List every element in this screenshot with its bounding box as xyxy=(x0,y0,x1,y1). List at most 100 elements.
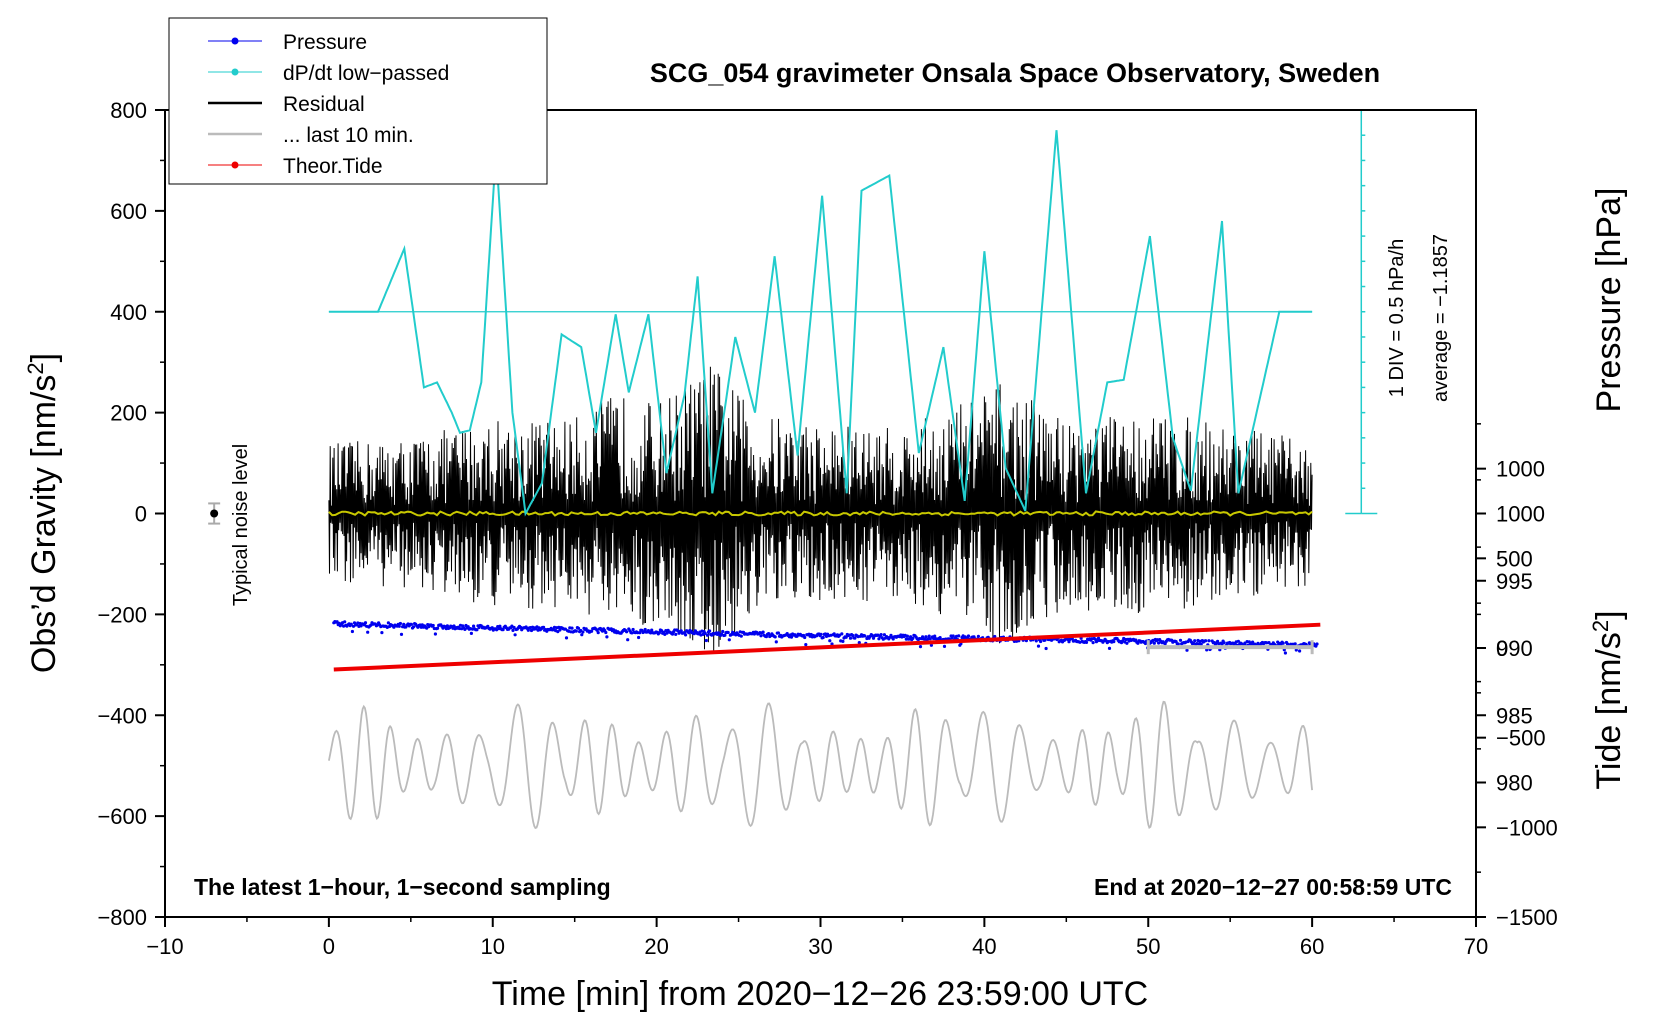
x-tick-label: 30 xyxy=(808,934,832,959)
tide-axis-label-end: ] xyxy=(1590,610,1628,619)
pressure-point xyxy=(445,624,449,628)
pressure-point xyxy=(1112,640,1116,644)
pressure-point xyxy=(1293,642,1297,646)
legend-marker xyxy=(231,161,239,169)
y-tick-label: 800 xyxy=(110,98,147,123)
tide-tick-label: 0 xyxy=(1496,636,1508,661)
pressure-point xyxy=(776,631,781,635)
pressure-point xyxy=(558,628,562,632)
pressure-point xyxy=(759,634,763,638)
y-tick-label: −800 xyxy=(97,905,147,930)
pressure-point xyxy=(739,634,743,638)
data-layer xyxy=(208,109,1378,830)
pressure-axis-label: Pressure [hPa] xyxy=(1590,188,1628,413)
pressure-point xyxy=(1125,641,1129,645)
x-tick-label: 0 xyxy=(323,934,335,959)
tide-axis-label-main: Tide [nm/s xyxy=(1590,632,1628,789)
pressure-point xyxy=(684,633,688,637)
pressure-point xyxy=(1091,641,1095,645)
pressure-point xyxy=(1207,639,1211,643)
pressure-point xyxy=(1039,639,1043,644)
pressure-point xyxy=(498,624,502,628)
pressure-point xyxy=(882,633,887,637)
pressure-point xyxy=(411,625,416,629)
y-tick-label: −400 xyxy=(97,703,147,728)
pressure-point xyxy=(1178,638,1183,642)
pressure-point xyxy=(723,633,727,637)
x-tick-label: 40 xyxy=(972,934,996,959)
pressure-point xyxy=(563,627,568,631)
pressure-point xyxy=(386,621,390,625)
pressure-point xyxy=(512,625,516,630)
pressure-point xyxy=(721,629,725,634)
x-tick-label: 60 xyxy=(1300,934,1324,959)
pressure-point xyxy=(399,632,404,637)
pressure-point xyxy=(604,630,608,635)
tide-tick-label: −500 xyxy=(1496,726,1546,751)
pressure-point xyxy=(911,636,915,641)
pressure-point xyxy=(1043,638,1047,642)
pressure-point xyxy=(1185,648,1189,652)
tide-tick-label: −1000 xyxy=(1496,815,1558,840)
pressure-tick-label: 980 xyxy=(1496,771,1533,796)
pressure-point xyxy=(659,629,664,633)
pressure-tick-label: 990 xyxy=(1496,636,1533,661)
legend-label: Theor.Tide xyxy=(283,155,383,178)
pressure-point xyxy=(828,639,832,643)
pressure-point xyxy=(511,628,515,633)
pressure-point xyxy=(576,626,581,630)
pressure-tick-label: 995 xyxy=(1496,569,1533,594)
legend-marker xyxy=(231,37,239,45)
legend: Pressure dP/dt low−passed Residual ... last… xyxy=(168,17,548,185)
pressure-point xyxy=(542,625,546,629)
pressure-point xyxy=(1281,641,1285,645)
pressure-point xyxy=(472,624,476,628)
y-tick-label: −600 xyxy=(97,804,147,829)
pressure-point xyxy=(1036,644,1041,648)
pressure-point xyxy=(466,625,470,629)
pressure-point xyxy=(705,633,710,637)
pressure-point xyxy=(819,632,823,636)
y-axis-label-sup: 2 xyxy=(23,362,48,374)
pressure-point xyxy=(803,635,807,640)
pressure-point xyxy=(804,643,808,647)
pressure-point xyxy=(909,635,913,639)
pressure-point xyxy=(929,643,934,647)
pressure-point xyxy=(596,631,600,635)
pressure-point xyxy=(863,634,867,638)
legend-label: ... last 10 min. xyxy=(283,124,414,147)
x-axis-label: Time [min] from 2020−12−26 23:59:00 UTC xyxy=(492,975,1148,1013)
pressure-point xyxy=(452,624,456,628)
pressure-point xyxy=(767,632,771,636)
pressure-point xyxy=(821,635,825,640)
x-tick-label: 20 xyxy=(644,934,668,959)
legend-label: Residual xyxy=(283,93,365,116)
residual-series xyxy=(328,366,1313,654)
y-axis-label: Obs’d Gravity [nm/s2] xyxy=(23,353,63,673)
pressure-point xyxy=(650,628,654,632)
pressure-point xyxy=(638,631,642,635)
pressure-point xyxy=(1157,641,1161,645)
pressure-point xyxy=(574,629,578,633)
pressure-point xyxy=(877,637,881,641)
pressure-point xyxy=(1176,642,1180,646)
legend-box xyxy=(168,17,548,185)
pressure-point xyxy=(626,638,630,642)
y-tick-label: 0 xyxy=(135,502,147,527)
pressure-point xyxy=(976,634,981,639)
pressure-point xyxy=(570,626,574,630)
pressure-point xyxy=(851,633,855,638)
pressure-point xyxy=(643,627,647,632)
tide-tick-label: 500 xyxy=(1496,546,1533,571)
y-tick-label: 400 xyxy=(110,300,147,325)
pressure-point xyxy=(927,634,931,638)
pressure-point xyxy=(350,629,354,634)
pressure-point xyxy=(1044,646,1048,651)
pressure-point xyxy=(398,621,402,626)
pressure-tick-label: 985 xyxy=(1496,703,1533,728)
pressure-point xyxy=(905,634,910,638)
footer-right-note: End at 2020−12−27 00:58:59 UTC xyxy=(1094,874,1452,900)
pressure-point xyxy=(726,630,730,635)
pressure-point xyxy=(581,630,585,634)
